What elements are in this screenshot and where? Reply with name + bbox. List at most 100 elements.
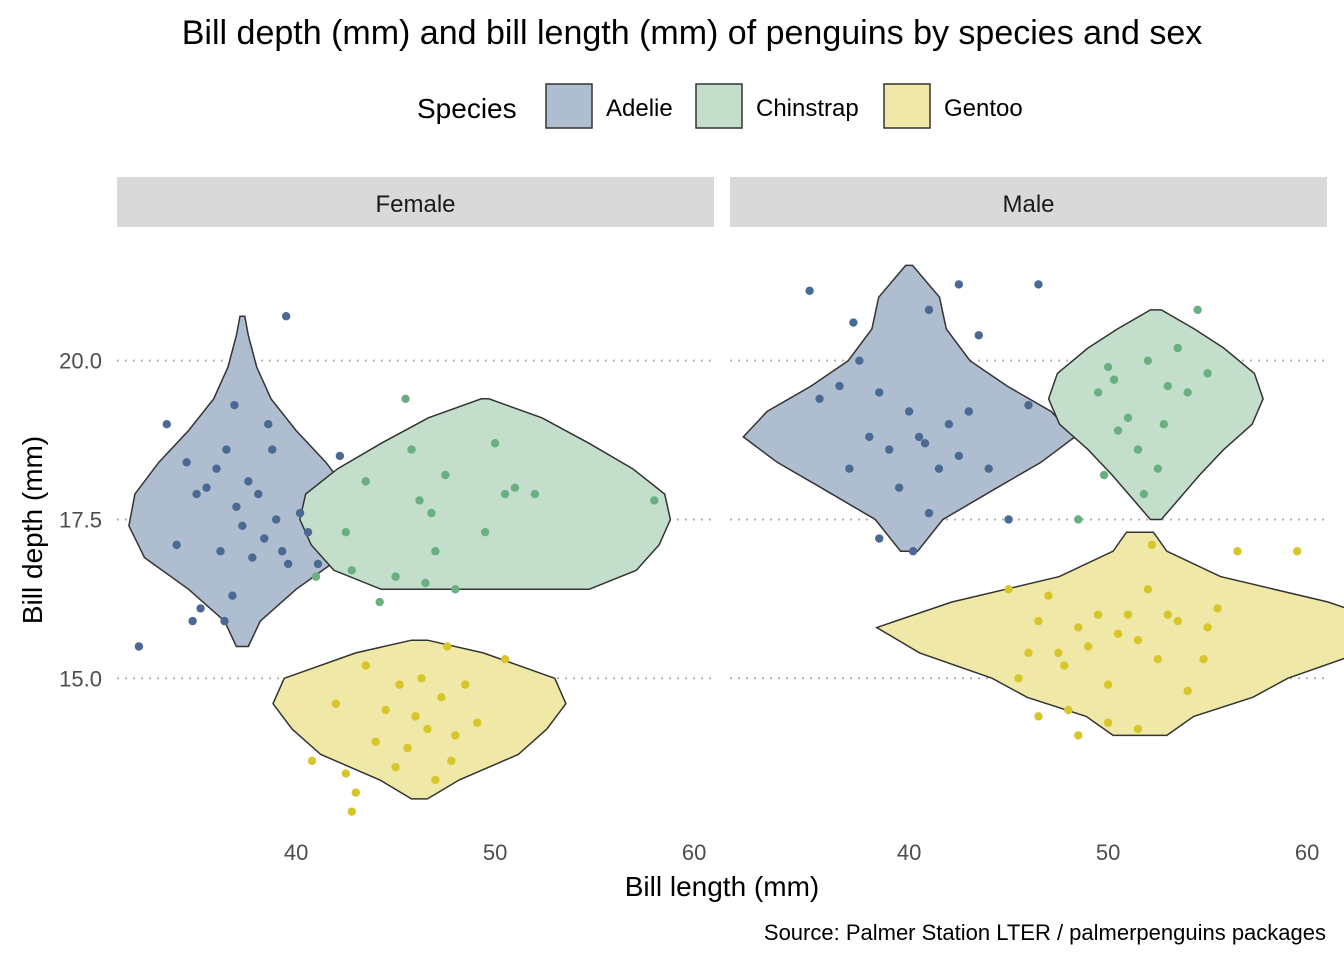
point-chinstrap	[500, 489, 510, 499]
point-chinstrap	[441, 470, 450, 480]
y-tick-label: 20.0	[59, 349, 102, 374]
legend-key-gentoo	[883, 83, 931, 129]
point-chinstrap	[451, 585, 460, 594]
point-gentoo	[1014, 674, 1023, 683]
point-gentoo	[403, 743, 412, 753]
point-adelie	[974, 331, 983, 340]
chart-title: Bill depth (mm) and bill length (mm) of …	[182, 14, 1202, 52]
point-adelie	[1034, 280, 1043, 289]
point-gentoo	[431, 775, 440, 785]
point-adelie	[281, 312, 291, 321]
violin-female-chinstrap	[299, 398, 672, 591]
point-chinstrap	[1103, 362, 1113, 372]
point-gentoo	[347, 807, 357, 816]
point-gentoo	[1024, 648, 1033, 658]
legend-key-chinstrap	[695, 83, 743, 129]
panel-female: Female 40 50 60 15.0 17.5 20.0	[59, 177, 714, 865]
point-adelie	[875, 534, 884, 543]
point-adelie	[303, 527, 313, 537]
point-adelie	[254, 489, 263, 499]
legend-key-adelie	[545, 83, 593, 129]
point-chinstrap	[1159, 419, 1169, 429]
point-adelie	[220, 616, 229, 626]
point-adelie	[172, 540, 181, 550]
point-adelie	[216, 547, 225, 556]
point-adelie	[984, 464, 993, 473]
point-chinstrap	[480, 527, 490, 537]
y-tick-label: 17.5	[59, 507, 102, 532]
point-gentoo	[1034, 616, 1043, 626]
y-tick-label: 15.0	[59, 666, 102, 691]
point-adelie	[845, 464, 854, 473]
point-chinstrap	[650, 496, 659, 505]
point-chinstrap	[347, 566, 357, 575]
point-adelie	[1004, 515, 1013, 524]
point-gentoo	[417, 674, 426, 683]
point-gentoo	[391, 762, 400, 772]
point-adelie	[260, 534, 269, 543]
point-adelie	[268, 445, 277, 454]
point-gentoo	[1034, 712, 1043, 721]
point-adelie	[934, 464, 944, 473]
point-gentoo	[361, 661, 370, 670]
point-gentoo	[1133, 724, 1143, 734]
point-gentoo	[307, 756, 317, 766]
point-adelie	[212, 464, 221, 473]
point-gentoo	[1153, 655, 1163, 664]
legend: Species Adelie Chinstrap Gentoo	[417, 83, 1023, 129]
point-adelie	[295, 508, 305, 518]
point-adelie	[228, 591, 237, 600]
point-adelie	[865, 432, 874, 442]
point-chinstrap	[1093, 388, 1103, 397]
point-gentoo	[461, 680, 470, 689]
point-adelie	[230, 400, 239, 410]
point-adelie	[920, 439, 930, 448]
x-tick-label: 50	[483, 840, 507, 865]
point-gentoo	[1163, 610, 1173, 619]
point-gentoo	[1173, 616, 1182, 626]
point-adelie	[188, 616, 197, 626]
strip-label-male: Male	[1002, 191, 1054, 218]
point-gentoo	[1074, 731, 1083, 740]
x-tick-label: 50	[1096, 840, 1120, 865]
legend-item-gentoo: Gentoo	[883, 83, 1023, 129]
point-gentoo	[423, 724, 432, 734]
point-chinstrap	[1163, 381, 1173, 391]
point-adelie	[162, 419, 171, 429]
point-adelie	[182, 458, 191, 467]
point-chinstrap	[1113, 426, 1123, 435]
point-adelie	[192, 489, 201, 499]
point-chinstrap	[1074, 515, 1083, 524]
strip-female	[117, 177, 714, 227]
point-adelie	[264, 419, 273, 429]
legend-item-chinstrap: Chinstrap	[695, 83, 859, 129]
point-adelie	[855, 356, 864, 365]
point-adelie	[283, 559, 293, 569]
point-chinstrap	[1203, 369, 1212, 378]
point-gentoo	[443, 642, 452, 651]
point-gentoo	[1084, 642, 1093, 651]
point-adelie	[222, 445, 231, 454]
point-chinstrap	[490, 439, 500, 448]
point-gentoo	[1054, 648, 1063, 658]
point-gentoo	[1292, 547, 1302, 556]
point-adelie	[904, 407, 914, 416]
point-chinstrap	[1153, 464, 1163, 473]
x-tick-label: 60	[682, 840, 706, 865]
point-gentoo	[1183, 686, 1192, 696]
point-adelie	[272, 515, 281, 524]
point-adelie	[835, 381, 844, 391]
x-tick-label: 60	[1295, 840, 1319, 865]
point-gentoo	[1103, 680, 1113, 689]
point-chinstrap	[361, 477, 370, 486]
point-gentoo	[341, 769, 351, 778]
point-gentoo	[1123, 610, 1133, 619]
point-chinstrap	[1099, 470, 1109, 480]
point-adelie	[805, 286, 814, 296]
legend-label-gentoo: Gentoo	[944, 95, 1023, 122]
point-adelie	[202, 483, 211, 492]
point-adelie	[277, 547, 287, 556]
point-chinstrap	[401, 394, 410, 403]
point-adelie	[313, 559, 323, 569]
